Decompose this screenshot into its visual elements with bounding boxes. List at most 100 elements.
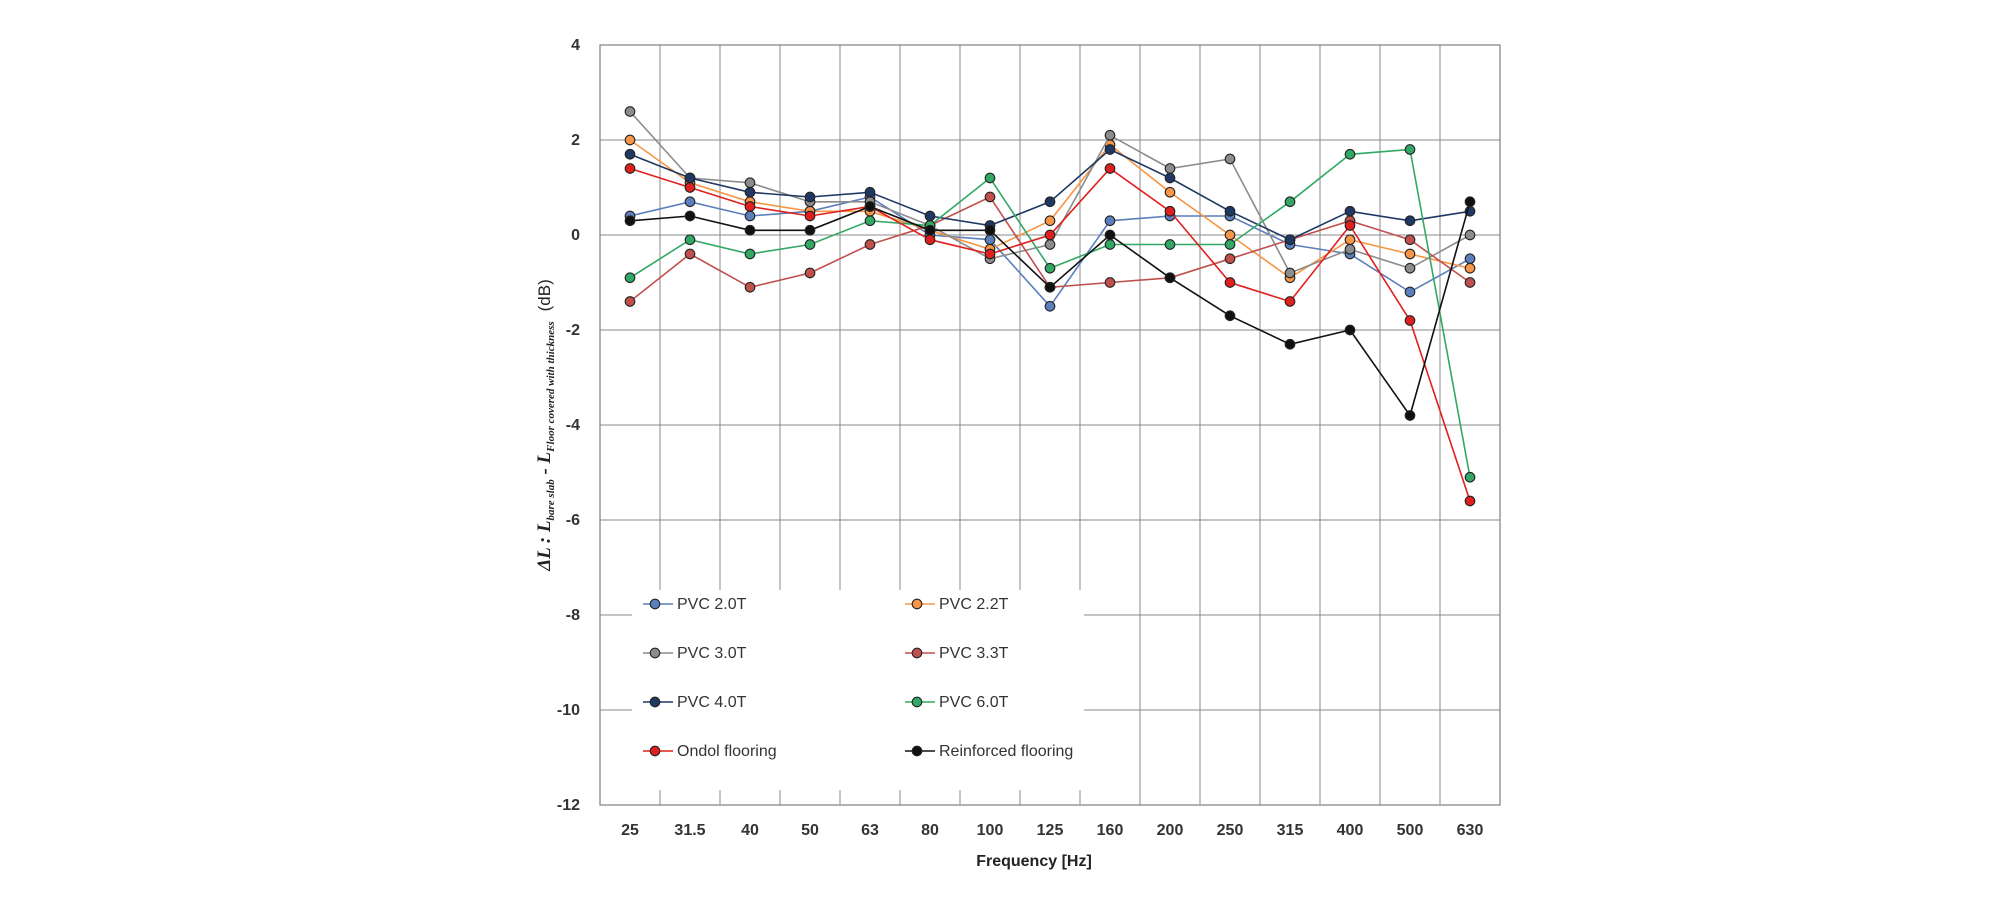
data-point [804, 191, 816, 203]
data-point [924, 224, 936, 236]
legend-item: PVC 4.0T [643, 694, 747, 711]
data-point [744, 248, 756, 260]
y-tick-label: -10 [557, 702, 580, 719]
data-point [1164, 272, 1176, 284]
legend-label: PVC 3.0T [677, 645, 747, 662]
data-point [1464, 262, 1476, 274]
data-point [984, 248, 996, 260]
y-axis-title-unit: (dB) [535, 279, 554, 311]
data-point [1284, 296, 1296, 307]
data-point [744, 210, 756, 222]
legend-label: PVC 4.0T [677, 694, 747, 711]
legend: PVC 2.0T PVC 2.2T PVC 3.0T PVC 3.3T PVC 4.0T… [632, 590, 1084, 790]
data-point [1404, 144, 1416, 155]
data-point [1464, 277, 1476, 288]
data-point [1404, 262, 1416, 274]
x-tick-label: 125 [1037, 822, 1064, 839]
data-point [1104, 239, 1116, 250]
legend-swatch-marker [649, 745, 661, 757]
data-point [1104, 129, 1116, 141]
data-point [744, 177, 756, 189]
y-tick-label: 2 [571, 132, 580, 149]
data-point [1344, 148, 1356, 160]
data-point [1044, 196, 1056, 208]
x-tick-label: 31.5 [674, 822, 705, 839]
data-point [804, 267, 816, 279]
legend-label: Ondol flooring [677, 743, 777, 760]
plot-border [599, 44, 1501, 806]
data-point [624, 272, 636, 284]
data-point [1104, 229, 1116, 241]
data-point [1464, 229, 1476, 241]
series-pvc-6-0t [624, 144, 1476, 483]
y-axis-title: ΔL : Lbare slab - LFloor covered with th… [534, 279, 557, 572]
data-point [744, 224, 756, 236]
data-point [864, 186, 876, 198]
x-tick-label: 160 [1097, 822, 1124, 839]
x-tick-label: 25 [621, 822, 639, 839]
legend-swatch-marker [911, 696, 923, 708]
data-point [624, 215, 636, 227]
legend-item: PVC 3.0T [643, 645, 747, 662]
x-tick-label: 50 [801, 822, 819, 839]
x-tick-label: 80 [921, 822, 939, 839]
x-tick-label: 400 [1337, 822, 1364, 839]
data-point [1284, 267, 1296, 279]
data-point [1464, 253, 1476, 265]
data-point [1044, 262, 1056, 274]
legend-label: PVC 2.2T [939, 596, 1009, 613]
x-tick-label: 100 [977, 822, 1004, 839]
legend-swatch-marker [649, 598, 661, 610]
x-tick-label: 63 [861, 822, 879, 839]
data-point [1344, 234, 1356, 246]
y-axis-ticks: 4 2 0 -2 -4 -6 -8 -10 -12 [557, 37, 580, 814]
data-point [624, 163, 636, 174]
legend-box [632, 590, 1084, 790]
data-point [684, 248, 696, 260]
data-point [1164, 172, 1176, 184]
data-point [1464, 495, 1476, 507]
legend-item: Reinforced flooring [905, 743, 1073, 760]
data-point [744, 186, 756, 198]
legend-label: PVC 3.3T [939, 645, 1009, 662]
data-point [984, 172, 996, 184]
data-point [1344, 324, 1356, 336]
data-point [1224, 277, 1236, 288]
series-ondol-flooring [624, 163, 1476, 507]
legend-item: PVC 2.0T [643, 596, 747, 613]
legend-label: Reinforced flooring [939, 743, 1073, 760]
data-point [1284, 196, 1296, 208]
x-tick-label: 40 [741, 822, 759, 839]
x-tick-label: 500 [1397, 822, 1424, 839]
data-point [1164, 163, 1176, 174]
y-tick-label: -6 [566, 512, 580, 529]
legend-label: PVC 2.0T [677, 596, 747, 613]
legend-swatch-marker [911, 647, 923, 659]
legend-label: PVC 6.0T [939, 694, 1009, 711]
data-point [1404, 286, 1416, 298]
data-point [1164, 205, 1176, 217]
data-point [684, 210, 696, 222]
data-point [1344, 205, 1356, 217]
data-point [1044, 239, 1056, 250]
data-point [1044, 229, 1056, 241]
data-point [1404, 315, 1416, 326]
data-point [1164, 186, 1176, 198]
data-point [864, 201, 876, 212]
legend-swatch-marker [649, 647, 661, 659]
data-point [684, 234, 696, 246]
data-point [924, 234, 936, 246]
legend-item: PVC 6.0T [905, 694, 1009, 711]
data-point [1404, 248, 1416, 260]
data-point [624, 296, 636, 307]
data-point [1044, 215, 1056, 227]
data-point [1104, 215, 1116, 227]
y-axis-title-sub1: bare slab [545, 479, 557, 521]
y-axis-title-sub2: Floor covered with thickness [545, 321, 557, 452]
data-point [1404, 234, 1416, 246]
data-point [1464, 471, 1476, 483]
x-tick-label: 200 [1157, 822, 1184, 839]
data-point [1344, 220, 1356, 231]
data-point [744, 201, 756, 212]
